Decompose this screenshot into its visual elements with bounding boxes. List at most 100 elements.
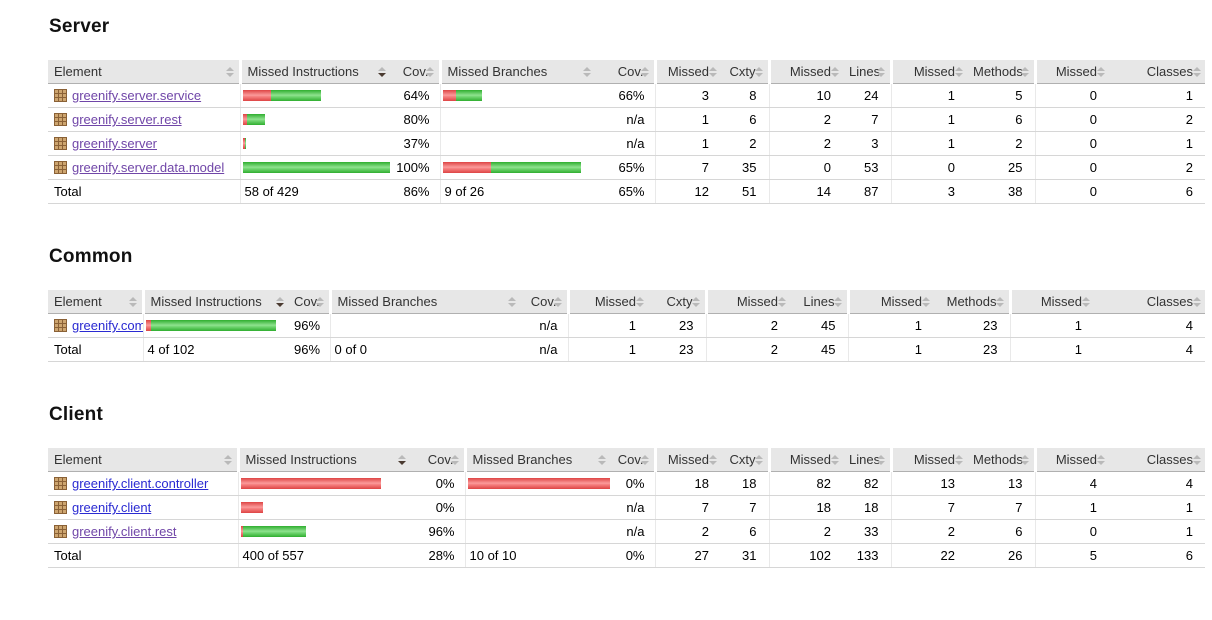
col-header-branches-coverage[interactable]: Cov. — [595, 60, 655, 84]
sort-down-arrow-icon — [954, 72, 963, 77]
col-header-lines[interactable]: Lines — [843, 448, 891, 472]
package-link[interactable]: greenify.client.rest — [54, 524, 177, 539]
header-row: Element Missed Instructions Cov. Missed Bra… — [48, 60, 1205, 84]
col-header-cxty[interactable]: Cxty — [721, 448, 769, 472]
col-header-element[interactable]: Element — [48, 290, 143, 314]
coverage-bar-red — [242, 138, 245, 149]
missed-lines-cell: 10 — [768, 83, 843, 108]
section-title-server: Server — [49, 16, 110, 37]
package-link[interactable]: greenify.client — [54, 500, 151, 515]
col-header-lines[interactable]: Lines — [843, 60, 891, 84]
col-header-missed-cxty[interactable]: Missed — [653, 60, 721, 84]
methods-cell: 5 — [967, 83, 1035, 108]
total-label: Total — [48, 337, 143, 362]
coverage-bar-green — [490, 162, 581, 173]
col-header-missed-cxty[interactable]: Missed — [653, 448, 721, 472]
package-link[interactable]: greenify.server — [54, 136, 157, 151]
package-link[interactable]: greenify.server.service — [54, 88, 201, 103]
lines-cell: 3 — [843, 131, 891, 156]
sort-icon — [597, 454, 606, 466]
lines-cell: 24 — [843, 83, 891, 108]
sort-up-arrow-icon — [877, 66, 885, 71]
col-header-missed-branches[interactable]: Missed Branches — [328, 290, 520, 314]
col-header-branches-coverage[interactable]: Cov. — [610, 448, 655, 472]
branches-bar-cell — [464, 519, 610, 544]
instructions-coverage-cell: 96% — [288, 313, 330, 338]
col-header-missed-cxty[interactable]: Missed — [566, 290, 648, 314]
methods-cell: 23 — [934, 313, 1010, 338]
branches-bar-cell — [439, 107, 595, 132]
sort-up-arrow-icon — [377, 66, 386, 71]
package-link[interactable]: greenify.client.controller — [54, 476, 208, 491]
missed-classes-cell: 0 — [1034, 519, 1109, 544]
package-name: greenify.server.service — [72, 88, 202, 103]
col-header-methods[interactable]: Methods — [967, 60, 1035, 84]
col-header-instructions-coverage[interactable]: Cov. — [410, 448, 465, 472]
package-link[interactable]: greenify.server.rest — [54, 112, 182, 127]
col-header-classes[interactable]: Classes — [1109, 448, 1205, 472]
col-header-missed-branches[interactable]: Missed Branches — [463, 448, 610, 472]
col-header-instructions-coverage[interactable]: Cov. — [390, 60, 440, 84]
col-header-missed-lines[interactable]: Missed — [767, 448, 843, 472]
col-header-missed-lines[interactable]: Missed — [767, 60, 843, 84]
branches-bar-cell — [439, 131, 595, 156]
col-header-label: Missed — [789, 64, 831, 79]
col-header-missed-instructions[interactable]: Missed Instructions — [141, 290, 288, 314]
missed-methods-cell: 0 — [890, 155, 967, 180]
sort-icon — [226, 66, 235, 78]
instructions-coverage-cell: 96% — [410, 519, 465, 544]
col-header-missed-methods[interactable]: Missed — [889, 60, 967, 84]
cxty-cell: 6 — [721, 519, 769, 544]
sort-down-arrow-icon — [1081, 302, 1090, 307]
col-header-missed-branches[interactable]: Missed Branches — [438, 60, 595, 84]
col-header-lines[interactable]: Lines — [790, 290, 848, 314]
coverage-bar-green — [150, 320, 276, 331]
col-header-branches-coverage[interactable]: Cov. — [520, 290, 568, 314]
col-header-cxty[interactable]: Cxty — [648, 290, 706, 314]
col-header-missed-instructions[interactable]: Missed Instructions — [238, 60, 390, 84]
sort-up-arrow-icon — [426, 66, 434, 71]
lines-cell: 33 — [843, 519, 891, 544]
col-header-missed-methods[interactable]: Missed — [889, 448, 967, 472]
package-link[interactable]: greenify.common — [54, 318, 143, 333]
package-icon — [54, 113, 67, 126]
col-header-missed-classes[interactable]: Missed — [1033, 448, 1109, 472]
missed-classes-cell: 0 — [1034, 83, 1109, 108]
col-header-missed-classes[interactable]: Missed — [1033, 60, 1109, 84]
element-cell: greenify.client.controller — [48, 471, 238, 496]
instructions-coverage-cell: 37% — [390, 131, 440, 156]
col-header-missed-instructions[interactable]: Missed Instructions — [236, 448, 410, 472]
section-common: Common Element Missed Instructions Cov. Miss… — [48, 246, 1212, 362]
col-header-missed-lines[interactable]: Missed — [704, 290, 790, 314]
col-header-methods[interactable]: Methods — [967, 448, 1035, 472]
col-header-element[interactable]: Element — [48, 448, 238, 472]
section-server: Server Element Missed Instructions Cov. Miss… — [48, 16, 1212, 204]
col-header-methods[interactable]: Methods — [934, 290, 1010, 314]
col-header-label: Missed — [913, 452, 955, 467]
col-header-instructions-coverage[interactable]: Cov. — [288, 290, 330, 314]
branches-coverage-cell: n/a — [595, 131, 655, 156]
coverage-bar-green — [242, 526, 306, 537]
col-header-element[interactable]: Element — [48, 60, 240, 84]
package-link[interactable]: greenify.server.data.model — [54, 160, 224, 175]
package-name: greenify.common — [72, 318, 143, 333]
methods-cell: 6 — [967, 107, 1035, 132]
package-row: greenify.client.rest 96% n/a 2 6 2 33 2 6 0 1 — [48, 519, 1205, 544]
classes-cell: 2 — [1109, 155, 1205, 180]
sort-icon — [1021, 66, 1030, 78]
col-header-classes[interactable]: Classes — [1094, 290, 1205, 314]
col-header-missed-methods[interactable]: Missed — [846, 290, 934, 314]
missed-classes-cell: 1 — [1034, 495, 1109, 520]
missed-classes-cell: 0 — [1034, 155, 1109, 180]
element-cell: greenify.server.data.model — [48, 155, 240, 180]
col-header-missed-classes[interactable]: Missed — [1008, 290, 1094, 314]
sort-down-arrow-icon — [708, 460, 717, 465]
total-methods-cell: 38 — [967, 179, 1035, 204]
col-header-label: Missed — [594, 294, 636, 309]
sort-down-arrow-icon — [954, 460, 963, 465]
coverage-bar-green — [242, 162, 390, 173]
col-header-cxty[interactable]: Cxty — [721, 60, 769, 84]
instructions-coverage-cell: 100% — [390, 155, 440, 180]
element-cell: greenify.server.service — [48, 83, 240, 108]
col-header-classes[interactable]: Classes — [1109, 60, 1205, 84]
